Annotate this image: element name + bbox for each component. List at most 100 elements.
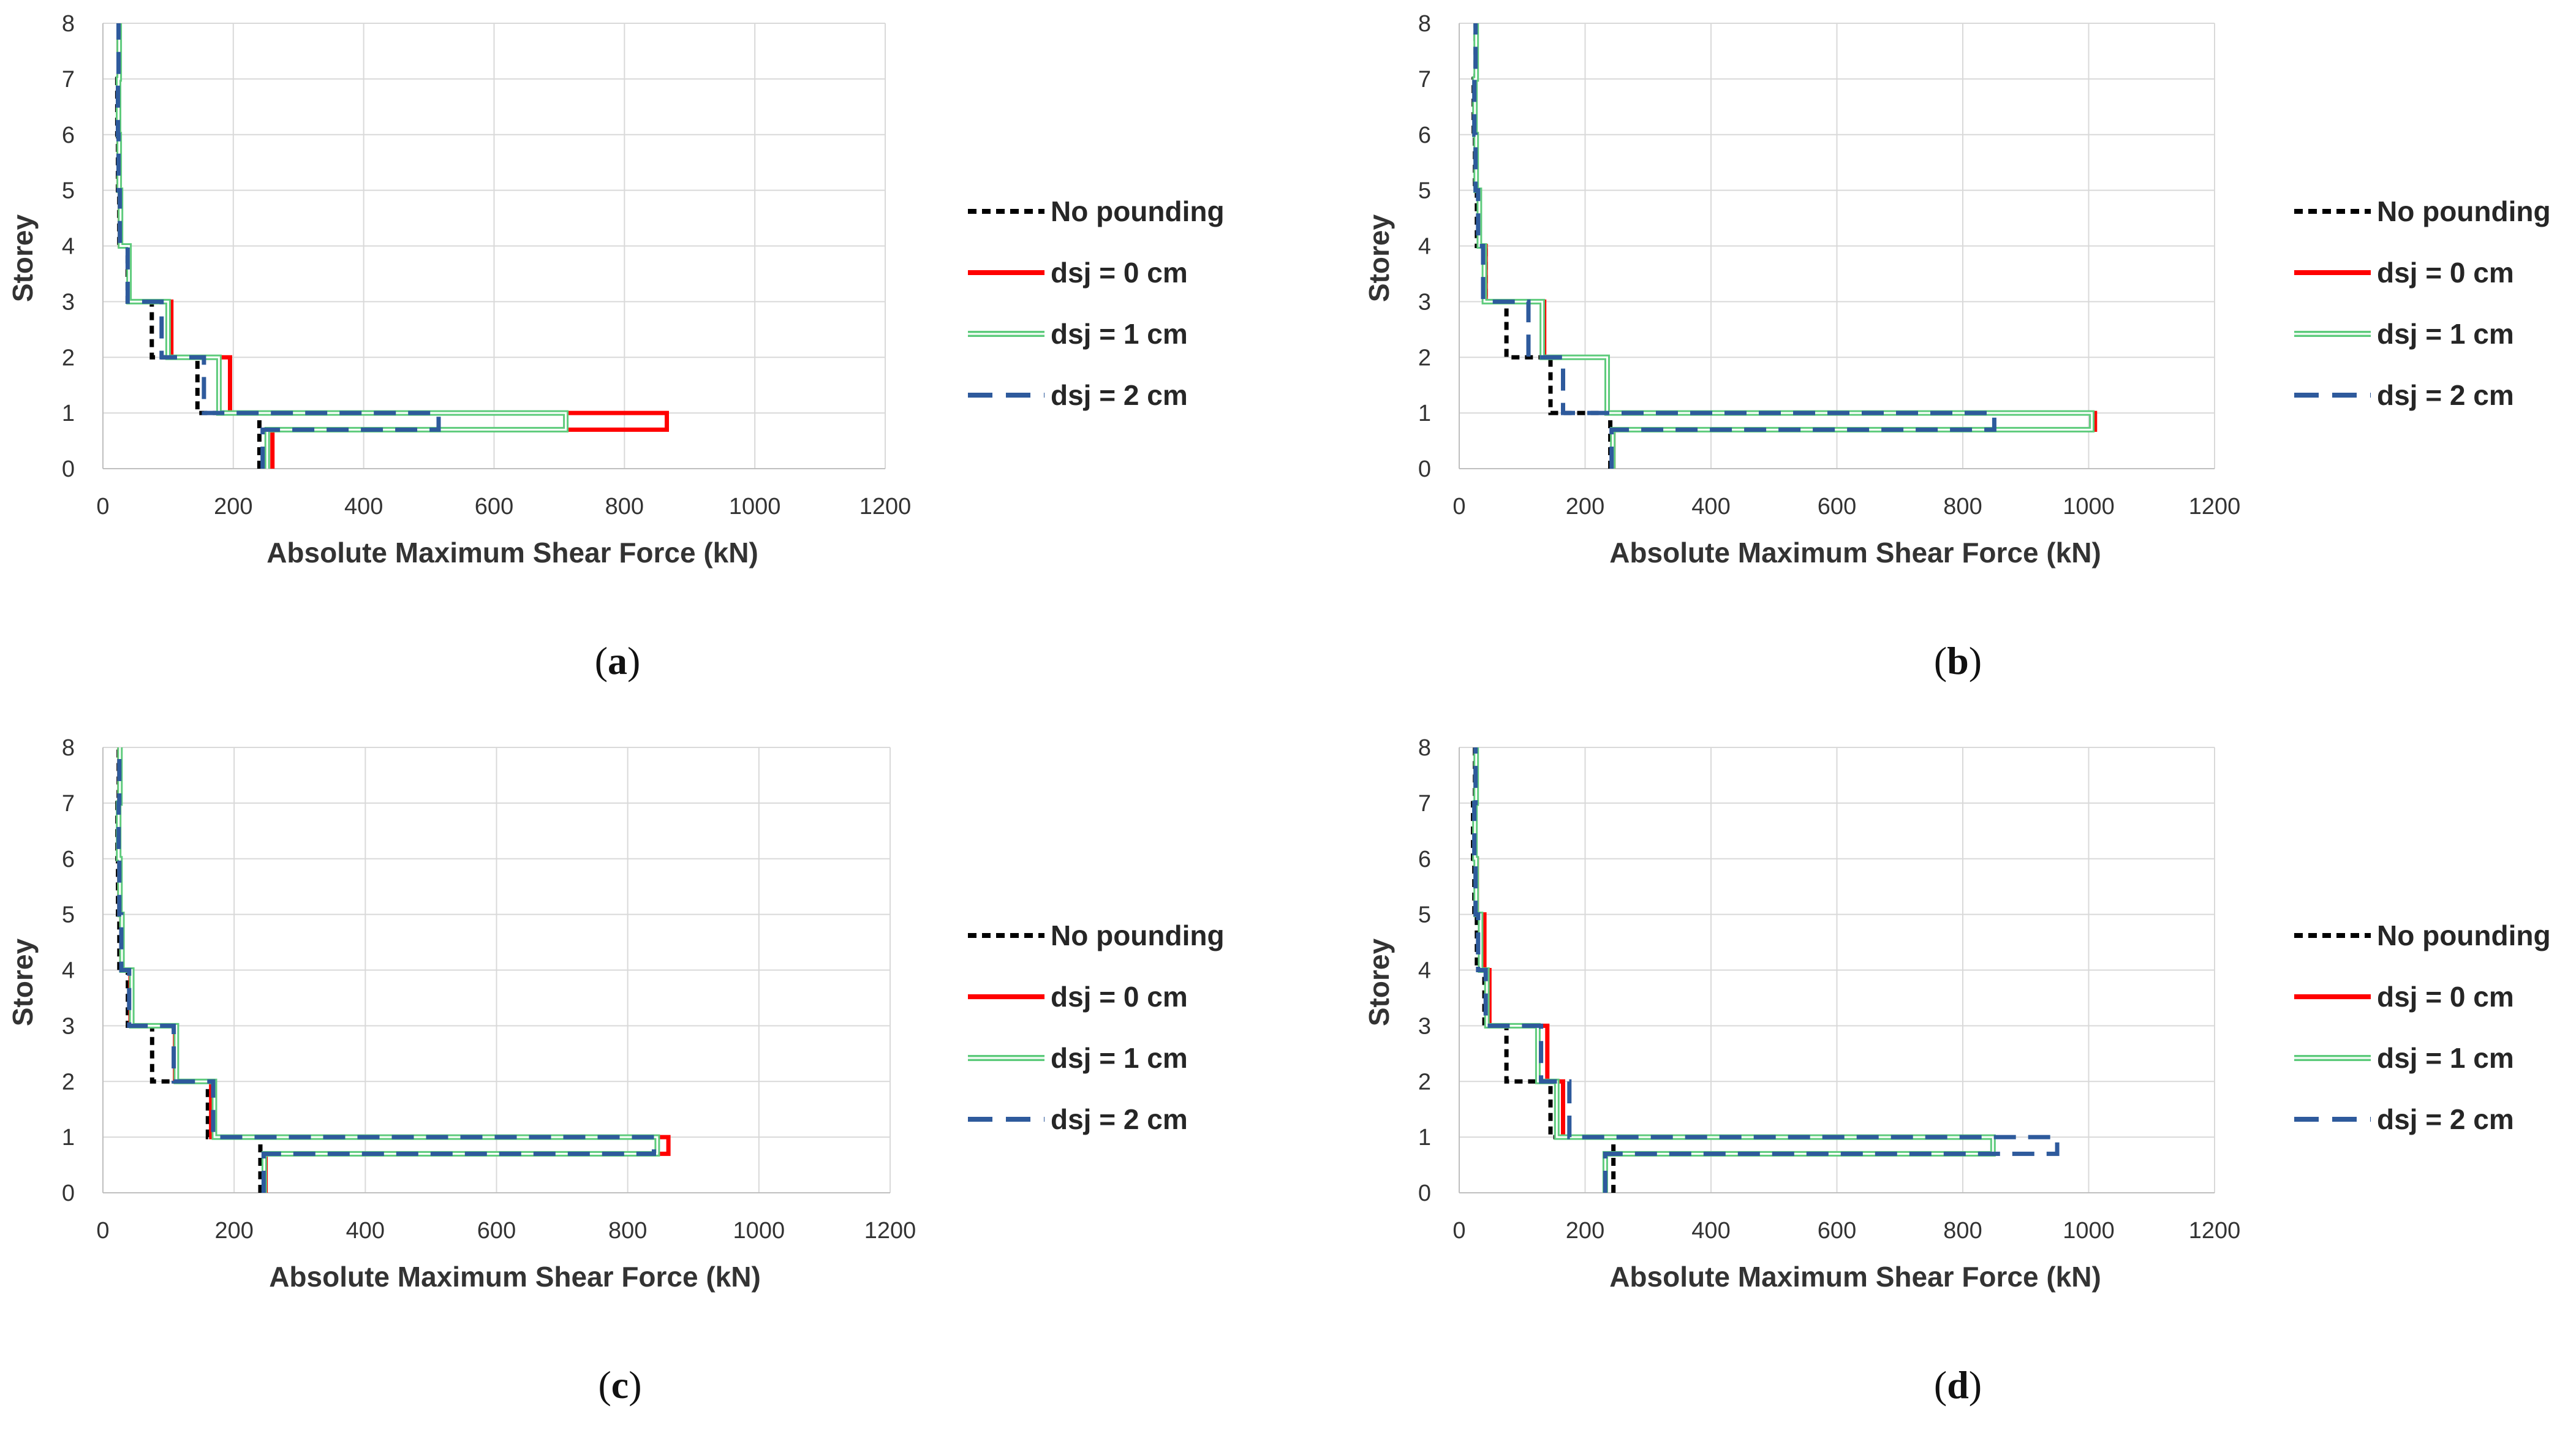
y-tick-label: 3 [62, 289, 75, 315]
chart-panel-c: 0 200 400 600 800 1000 1200 0 1 2 3 4 5 6 7 8 Absolute M… [7, 735, 1225, 1407]
legend-item: dsj = 2 cm [968, 1103, 1188, 1135]
series-3-line [116, 747, 656, 1193]
legend-item: dsj = 1 cm [968, 1042, 1188, 1074]
y-axis-title: Storey [1363, 214, 1395, 303]
legend-item: No pounding [2294, 195, 2551, 227]
x-tick-label: 600 [477, 1218, 516, 1244]
x-tick-label: 400 [344, 494, 383, 520]
y-tick-label: 8 [1418, 11, 1431, 37]
x-tick-label: 600 [475, 494, 513, 520]
legend: No pounding dsj = 0 cm dsj = 1 cm dsj = 2 c… [968, 195, 1225, 411]
panel-caption: (c) [598, 1363, 641, 1407]
legend-label: No pounding [2377, 920, 2551, 951]
x-tick-label: 0 [1452, 494, 1465, 520]
y-tick-label: 2 [1418, 345, 1431, 371]
panel-caption-letter: d [1947, 1363, 1969, 1407]
y-tick-label: 7 [1418, 791, 1431, 817]
legend: No pounding dsj = 0 cm dsj = 1 cm dsj = 2 c… [968, 920, 1225, 1135]
legend-label: dsj = 2 cm [1051, 379, 1188, 411]
y-tick-label: 7 [1418, 67, 1431, 93]
legend-label: dsj = 1 cm [2377, 318, 2514, 350]
x-tick-label: 200 [1566, 1218, 1604, 1244]
y-tick-label: 3 [1418, 1013, 1431, 1039]
y-tick-label: 1 [62, 401, 75, 426]
x-tick-label: 0 [96, 1218, 109, 1244]
panel-caption: (b) [1934, 639, 1982, 682]
legend-label: dsj = 2 cm [1051, 1103, 1188, 1135]
y-tick-label: 0 [1418, 1181, 1431, 1206]
series-d-3 [1472, 747, 2060, 1193]
legend-item: dsj = 0 cm [2294, 257, 2514, 289]
chart-panel-b: 0 200 400 600 800 1000 1200 0 1 2 3 4 5 6 7 8 Absolute M… [1363, 11, 2551, 682]
series-b-3 [1472, 23, 1996, 469]
y-tick-label: 2 [1418, 1069, 1431, 1095]
legend-label: No pounding [1051, 920, 1225, 951]
legend-item: No pounding [968, 920, 1225, 951]
legend-label: dsj = 2 cm [2377, 379, 2514, 411]
x-tick-label: 400 [1691, 494, 1730, 520]
y-tick-label: 5 [62, 902, 75, 928]
y-tick-label: 8 [1418, 735, 1431, 761]
legend-item: dsj = 0 cm [968, 257, 1188, 289]
x-tick-label: 1200 [2189, 1218, 2241, 1244]
y-axis-title: Storey [7, 939, 39, 1027]
x-axis-title: Absolute Maximum Shear Force (kN) [1609, 537, 2101, 569]
legend-label: No pounding [1051, 195, 1225, 227]
y-tick-label: 4 [62, 234, 75, 260]
legend: No pounding dsj = 0 cm dsj = 1 cm dsj = 2 c… [2294, 920, 2551, 1135]
legend-label: No pounding [2377, 195, 2551, 227]
y-tick-label: 3 [1418, 289, 1431, 315]
chart-panel-a: 0 200 400 600 800 1000 1200 0 1 2 3 4 5 6 7 8 Absolute M… [7, 11, 1225, 682]
x-tick-label: 200 [214, 494, 252, 520]
panel-caption: (d) [1934, 1363, 1982, 1407]
x-tick-label: 1000 [729, 494, 781, 520]
y-tick-label: 8 [62, 11, 75, 37]
x-tick-label: 400 [1691, 1218, 1730, 1244]
legend-label: dsj = 1 cm [2377, 1042, 2514, 1074]
legend-item: dsj = 1 cm [2294, 1042, 2514, 1074]
series-3-line [1472, 747, 2060, 1193]
legend-label: dsj = 1 cm [1051, 318, 1188, 350]
x-tick-label: 400 [346, 1218, 385, 1244]
y-tick-label: 5 [1418, 178, 1431, 204]
x-tick-label: 1200 [859, 494, 912, 520]
y-tick-label: 6 [1418, 123, 1431, 148]
legend-item: dsj = 1 cm [2294, 318, 2514, 350]
y-tick-label: 8 [62, 735, 75, 761]
x-tick-label: 800 [1943, 494, 1982, 520]
chart-panel-d: 0 200 400 600 800 1000 1200 0 1 2 3 4 5 6 7 8 Absolute M… [1363, 735, 2551, 1407]
x-tick-label: 0 [96, 494, 109, 520]
x-tick-label: 600 [1818, 494, 1856, 520]
y-tick-label: 0 [1418, 456, 1431, 482]
series-2-line-inner [118, 747, 659, 1193]
x-tick-label: 1000 [733, 1218, 785, 1244]
y-tick-label: 2 [62, 1069, 75, 1095]
legend-label: dsj = 2 cm [2377, 1103, 2514, 1135]
legend-label: dsj = 0 cm [1051, 981, 1188, 1013]
y-tick-label: 6 [62, 123, 75, 148]
y-tick-label: 0 [62, 456, 75, 482]
y-tick-label: 1 [1418, 1125, 1431, 1151]
x-axis-title: Absolute Maximum Shear Force (kN) [266, 537, 758, 569]
y-tick-label: 1 [62, 1125, 75, 1151]
y-tick-label: 5 [62, 178, 75, 204]
y-tick-label: 7 [62, 67, 75, 93]
panel-caption-letter: a [608, 639, 627, 682]
panel-caption: (a) [595, 639, 641, 682]
legend-label: dsj = 0 cm [2377, 981, 2514, 1013]
x-tick-label: 800 [605, 494, 644, 520]
y-tick-label: 0 [62, 1181, 75, 1206]
x-axis-title: Absolute Maximum Shear Force (kN) [269, 1261, 761, 1293]
legend-item: dsj = 0 cm [2294, 981, 2514, 1013]
x-tick-label: 200 [214, 1218, 253, 1244]
series-3-line [116, 23, 441, 469]
y-tick-label: 7 [62, 791, 75, 817]
y-tick-label: 5 [1418, 902, 1431, 928]
y-tick-label: 4 [1418, 958, 1431, 984]
series-3-line [1472, 23, 1996, 469]
legend-item: No pounding [968, 195, 1225, 227]
legend-item: dsj = 2 cm [2294, 379, 2514, 411]
y-axis-title: Storey [7, 214, 39, 303]
series-c-3 [116, 747, 656, 1193]
